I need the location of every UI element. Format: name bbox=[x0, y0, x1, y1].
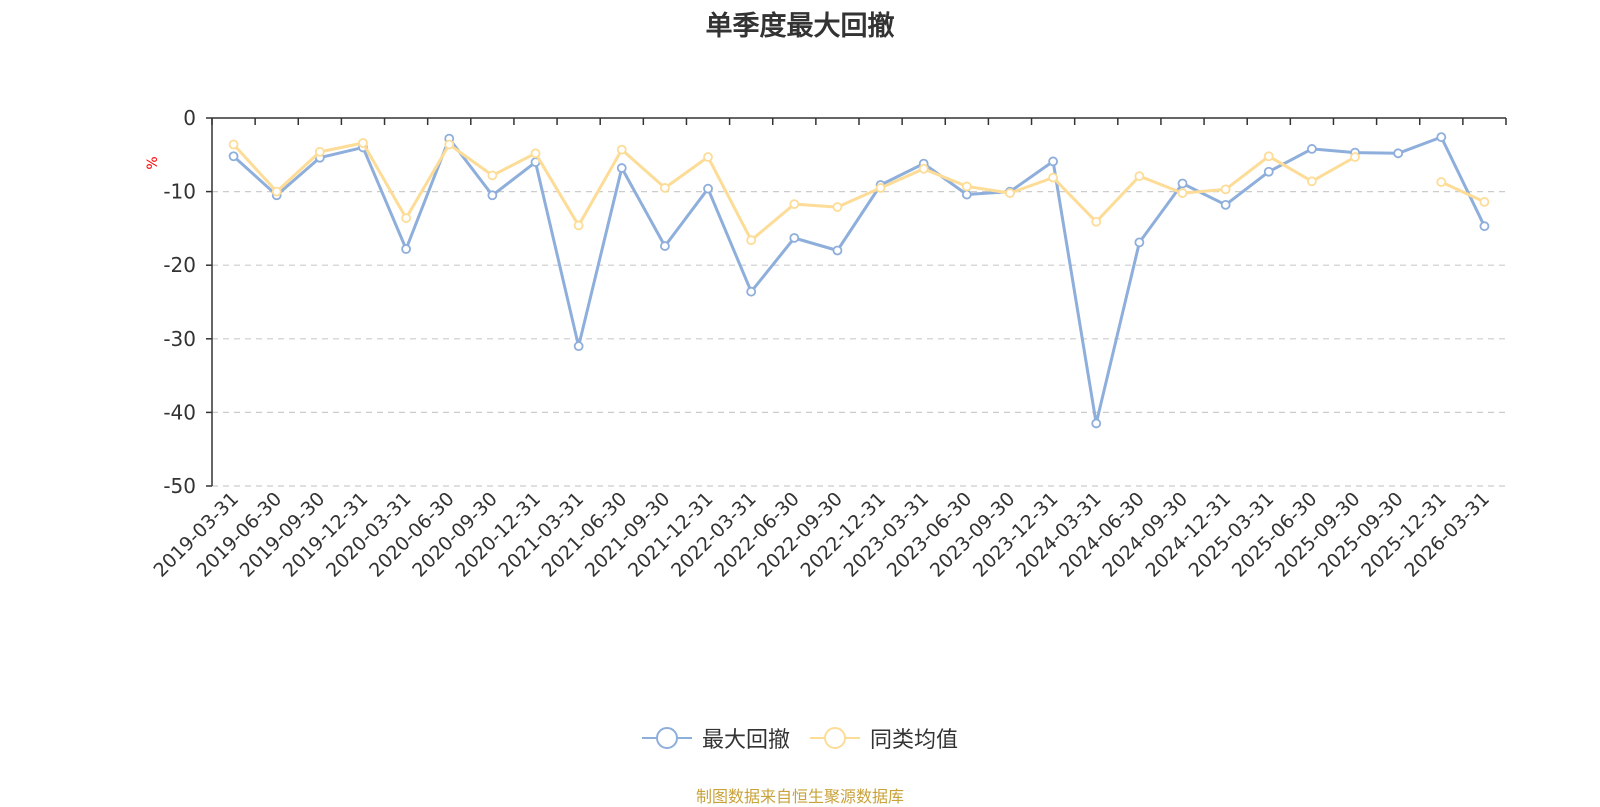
data-point bbox=[1091, 216, 1102, 227]
data-point bbox=[703, 152, 713, 162]
data-point bbox=[1436, 132, 1447, 143]
series-line bbox=[232, 135, 1486, 425]
data-point bbox=[444, 139, 455, 150]
data-point bbox=[616, 163, 627, 173]
data-point bbox=[1134, 237, 1145, 248]
data-point bbox=[401, 244, 412, 254]
data-point bbox=[358, 138, 368, 148]
data-point bbox=[789, 233, 800, 243]
legend-label-category-average: 同类均值 bbox=[870, 728, 959, 753]
data-point bbox=[271, 186, 282, 197]
data-point bbox=[1005, 188, 1015, 198]
data-point bbox=[703, 183, 713, 194]
y-tick-label: -20 bbox=[163, 253, 196, 277]
data-point bbox=[228, 151, 239, 162]
grid-lines bbox=[212, 191, 1506, 487]
data-point bbox=[961, 181, 972, 192]
data-point bbox=[1177, 188, 1188, 198]
y-tick-label: 0 bbox=[183, 106, 196, 130]
legend: 最大回撤 同类均值 bbox=[0, 722, 1600, 754]
data-point bbox=[1263, 151, 1274, 162]
data-point bbox=[1220, 199, 1231, 210]
data-point bbox=[1263, 166, 1274, 177]
data-point bbox=[573, 220, 584, 231]
data-point bbox=[1220, 184, 1231, 195]
x-tick-labels: 2019-03-312019-06-302019-09-302019-12-31… bbox=[149, 488, 1494, 582]
data-point bbox=[228, 139, 239, 150]
data-point bbox=[875, 183, 886, 193]
data-point bbox=[1048, 156, 1058, 167]
data-point bbox=[789, 199, 800, 210]
data-point bbox=[530, 148, 541, 159]
data-point bbox=[616, 144, 627, 155]
data-point bbox=[746, 235, 757, 246]
source-note: 制图数据来自恒生聚源数据库 bbox=[695, 787, 904, 806]
data-point bbox=[1479, 221, 1490, 232]
y-tick-label: -40 bbox=[163, 400, 196, 424]
data-point bbox=[1307, 144, 1317, 154]
data-point bbox=[1091, 418, 1102, 429]
legend-label-max-drawdown: 最大回撤 bbox=[701, 728, 790, 753]
data-point bbox=[660, 241, 670, 251]
data-point bbox=[487, 170, 498, 181]
data-point bbox=[1307, 176, 1317, 187]
data-point bbox=[1393, 148, 1404, 159]
data-point bbox=[487, 190, 498, 201]
series bbox=[228, 132, 1490, 429]
data-point bbox=[1177, 178, 1188, 189]
legend-item-category-average[interactable]: 同类均值 bbox=[810, 722, 958, 754]
data-point bbox=[401, 213, 412, 223]
data-point bbox=[1134, 171, 1145, 182]
legend-marker-icon bbox=[641, 727, 692, 749]
axes bbox=[206, 117, 1507, 487]
series-category-average bbox=[228, 138, 1490, 246]
data-point bbox=[573, 341, 584, 352]
data-point bbox=[1436, 177, 1447, 187]
y-tick-labels: 0 -10 -20 -30 -40 -50 bbox=[163, 106, 196, 498]
data-point bbox=[660, 183, 670, 193]
y-tick-label: -50 bbox=[163, 474, 196, 498]
y-tick-label: -10 bbox=[163, 180, 196, 204]
y-tick-label: -30 bbox=[163, 327, 196, 351]
data-point bbox=[918, 163, 929, 174]
legend-item-max-drawdown[interactable]: 最大回撤 bbox=[641, 722, 790, 754]
data-point bbox=[832, 202, 843, 212]
y-axis-label: % bbox=[145, 156, 161, 169]
data-point bbox=[746, 286, 757, 297]
data-point bbox=[1350, 152, 1360, 162]
data-point bbox=[961, 189, 972, 200]
series-max-drawdown bbox=[228, 132, 1490, 429]
data-point bbox=[1048, 172, 1058, 183]
data-point bbox=[1479, 197, 1490, 207]
data-point bbox=[832, 245, 843, 256]
legend-marker-icon bbox=[810, 727, 860, 749]
chart-title: 单季度最大回撤 bbox=[705, 11, 895, 42]
data-point bbox=[314, 146, 325, 157]
